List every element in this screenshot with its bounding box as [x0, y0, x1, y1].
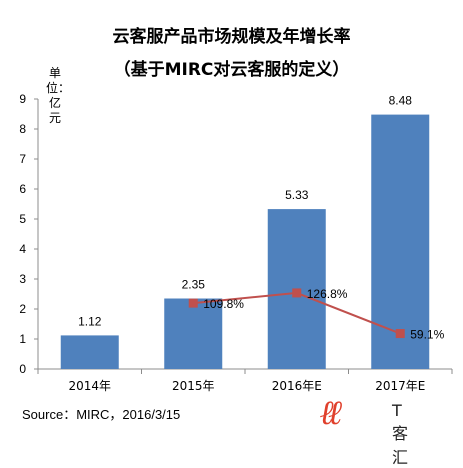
- bar: [164, 298, 223, 369]
- x-tick-label: 2015年: [172, 379, 215, 393]
- growth-marker: [188, 298, 198, 308]
- growth-data-label: 126.8%: [307, 287, 348, 301]
- y-tick-label: 6: [19, 182, 26, 196]
- chart-subtitle: （基于MIRC对云客服的定义）: [113, 60, 350, 80]
- y-axis-label: 单位：亿元: [46, 66, 71, 125]
- bar-data-label: 5.33: [285, 188, 309, 202]
- growth-data-label: 109.8%: [203, 297, 244, 311]
- bar-data-label: 1.12: [78, 314, 102, 328]
- source-note: Source：MIRC，2016/3/15: [22, 407, 181, 422]
- y-tick-label: 7: [19, 152, 26, 166]
- logo-text: T客汇: [392, 401, 409, 467]
- logo-mark: ℓℓ: [320, 393, 343, 433]
- y-tick-label: 3: [19, 272, 26, 286]
- chart-title: 云客服产品市场规模及年增长率: [112, 27, 351, 47]
- y-tick-label: 5: [19, 212, 26, 226]
- x-tick-label: 2017年E: [375, 379, 425, 393]
- y-tick-label: 2: [19, 302, 26, 316]
- y-tick-label: 8: [19, 122, 26, 136]
- bar-data-label: 2.35: [182, 278, 206, 292]
- x-tick-label: 2014年: [68, 379, 111, 393]
- y-tick-label: 0: [19, 362, 26, 376]
- bar: [60, 335, 119, 369]
- chart-canvas: 0 1 2 3 4 5 6 7 8 9 2014年 2015年 2016年E 2017年E 1.12 2.35…: [19, 92, 453, 393]
- y-tick-label: 1: [19, 332, 26, 346]
- growth-data-label: 59.1%: [410, 328, 444, 342]
- x-tick-label: 2016年E: [272, 379, 322, 393]
- y-tick-label: 9: [19, 92, 26, 106]
- y-tick-label: 4: [19, 242, 26, 256]
- growth-marker: [395, 329, 405, 339]
- bar-data-label: 8.48: [389, 94, 413, 108]
- growth-marker: [292, 288, 302, 298]
